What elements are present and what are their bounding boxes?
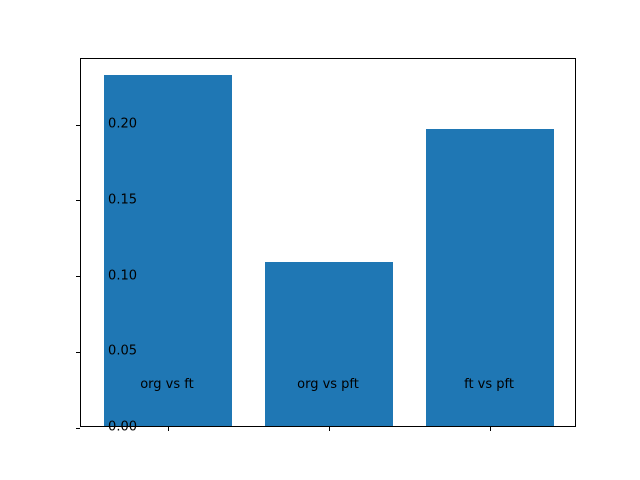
- x-tick-label: org vs pft: [297, 377, 359, 392]
- plot-area: [76, 58, 576, 431]
- y-tick-mark: [76, 276, 80, 278]
- x-tick-mark: [329, 427, 330, 431]
- bar-ft-vs-pft: [425, 129, 555, 426]
- y-tick-mark: [76, 351, 80, 353]
- y-tick-mark: [76, 200, 80, 202]
- bar-org-vs-pft: [264, 262, 394, 426]
- y-tick-label: 0.00: [108, 419, 137, 435]
- x-tick-mark: [490, 427, 492, 431]
- y-tick-label: 0.15: [108, 192, 137, 208]
- x-tick-label: ft vs pft: [464, 377, 514, 392]
- x-tick-mark: [167, 427, 169, 431]
- bar-org-vs-ft: [103, 74, 233, 426]
- y-tick-label: 0.10: [108, 268, 137, 284]
- y-tick-label: 0.20: [108, 116, 137, 132]
- x-tick-label: org vs ft: [140, 377, 194, 392]
- y-tick-mark: [76, 124, 80, 126]
- y-tick-mark: [76, 427, 80, 429]
- y-tick-label: 0.05: [108, 343, 137, 359]
